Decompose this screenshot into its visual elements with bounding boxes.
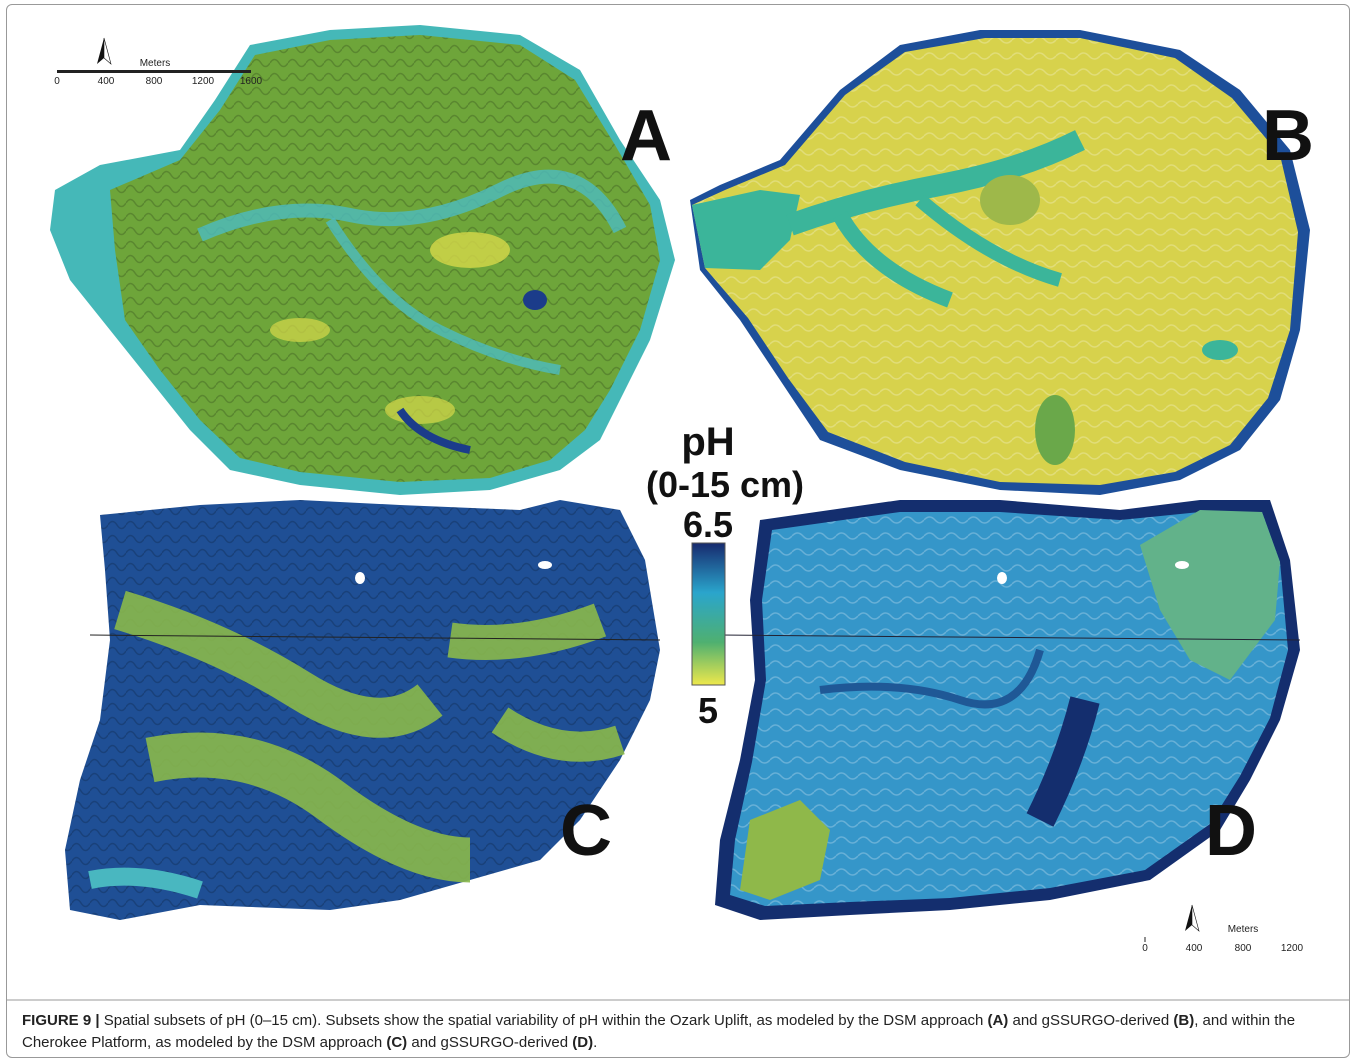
legend-subtitle: (0-15 cm): [646, 464, 804, 505]
scale-tick: 400: [98, 76, 115, 87]
caption-text: Spatial subsets of pH (0–15 cm). Subsets…: [104, 1012, 988, 1029]
map-b: [690, 30, 1310, 495]
caption-ref: (C): [386, 1034, 407, 1051]
map-a: [50, 25, 675, 495]
panel-label: B: [1262, 96, 1314, 176]
scale-tick: 400: [1186, 943, 1203, 954]
panel-label: D: [1205, 791, 1257, 871]
scale-tick: 800: [146, 76, 163, 87]
legend-title: pH: [681, 420, 734, 464]
caption-text: and gSSURGO-derived: [1008, 1012, 1173, 1029]
scale-tick: 800: [1235, 943, 1252, 954]
scale-tick: 0: [1142, 943, 1148, 954]
caption-ref: (D): [572, 1034, 593, 1051]
scale-title: Meters: [140, 58, 171, 69]
panel-label: A: [620, 96, 672, 176]
figure: A B C D pH (0-15 cm) 6.5 5 Meters 0 400 …: [0, 0, 1358, 1002]
scale-tick: 1200: [192, 76, 215, 87]
scale-bar-bottom: Meters 0 400 800 1200: [1142, 905, 1303, 954]
caption-text: .: [593, 1034, 597, 1051]
scale-tick: 0: [54, 76, 60, 87]
caption-ref: (A): [987, 1012, 1008, 1029]
legend-min: 5: [698, 690, 718, 731]
caption: FIGURE 9 | Spatial subsets of pH (0–15 c…: [22, 1010, 1332, 1054]
legend-max: 6.5: [683, 504, 733, 545]
colorbar: [692, 543, 725, 685]
page: A B C D pH (0-15 cm) 6.5 5 Meters 0 400 …: [0, 0, 1358, 1064]
caption-label: FIGURE 9 |: [22, 1012, 100, 1029]
caption-ref: (B): [1173, 1012, 1194, 1029]
panel-label: C: [560, 791, 612, 871]
scale-title: Meters: [1228, 924, 1259, 935]
caption-text: and gSSURGO-derived: [407, 1034, 572, 1051]
scale-tick: 1600: [240, 76, 263, 87]
scale-tick: 1200: [1281, 943, 1304, 954]
